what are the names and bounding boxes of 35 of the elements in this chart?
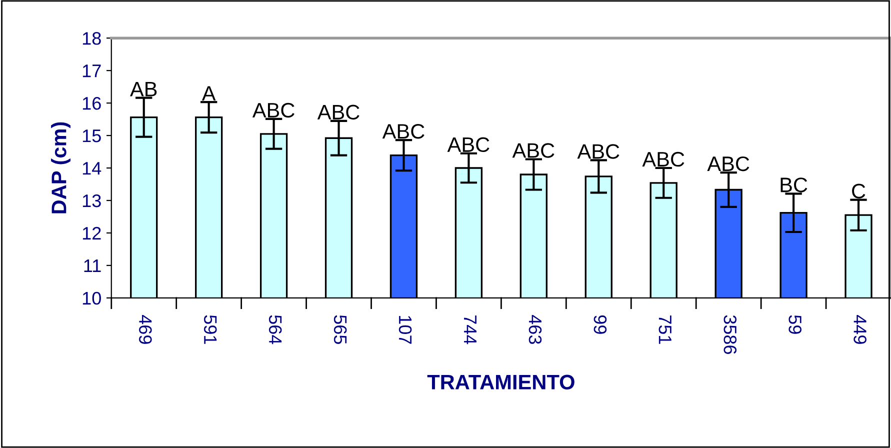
- y-tick-label: 11: [84, 260, 101, 272]
- annotation: C: [852, 184, 866, 198]
- y-tick-label: 15: [82, 130, 101, 142]
- y-tick-label: 13: [82, 194, 101, 208]
- x-axis-title: TRATAMIENTO: [427, 374, 574, 390]
- y-tick-label: 10: [82, 292, 101, 305]
- x-tick-label: 564: [268, 315, 282, 344]
- annotation: ABC: [707, 156, 750, 172]
- annotation: ABC: [577, 144, 620, 159]
- x-tick-label: 59: [788, 315, 802, 334]
- annotation: AB: [130, 82, 157, 96]
- x-tick-label: 99: [594, 315, 607, 334]
- x-tick-label: 469: [139, 315, 152, 344]
- annotation: ABC: [447, 137, 490, 152]
- x-tick-label: 3586: [724, 315, 737, 354]
- y-tick-label: 14: [82, 162, 102, 175]
- x-tick-label: 751: [658, 316, 672, 344]
- y-tick-label: 17: [82, 64, 101, 78]
- x-tick-label: 463: [528, 315, 542, 344]
- x-tick-label: 591: [204, 315, 217, 344]
- x-tick-label: 107: [398, 316, 412, 344]
- annotation: ABC: [382, 124, 424, 139]
- annotation: ABC: [252, 102, 294, 118]
- y-tick-label: 18: [82, 32, 101, 45]
- y-axis-title: DAP (cm): [51, 122, 70, 214]
- x-tick-label: 744: [464, 316, 476, 344]
- x-tick-label: 565: [334, 315, 347, 344]
- y-tick-label: 12: [82, 226, 101, 240]
- annotation: ABC: [512, 143, 554, 158]
- annotation: A: [202, 86, 216, 101]
- x-tick-label: 449: [854, 315, 866, 344]
- annotation: BC: [780, 178, 808, 192]
- y-tick-label: 16: [82, 96, 101, 110]
- annotation: ABC: [642, 152, 684, 167]
- annotation: ABC: [317, 104, 360, 120]
